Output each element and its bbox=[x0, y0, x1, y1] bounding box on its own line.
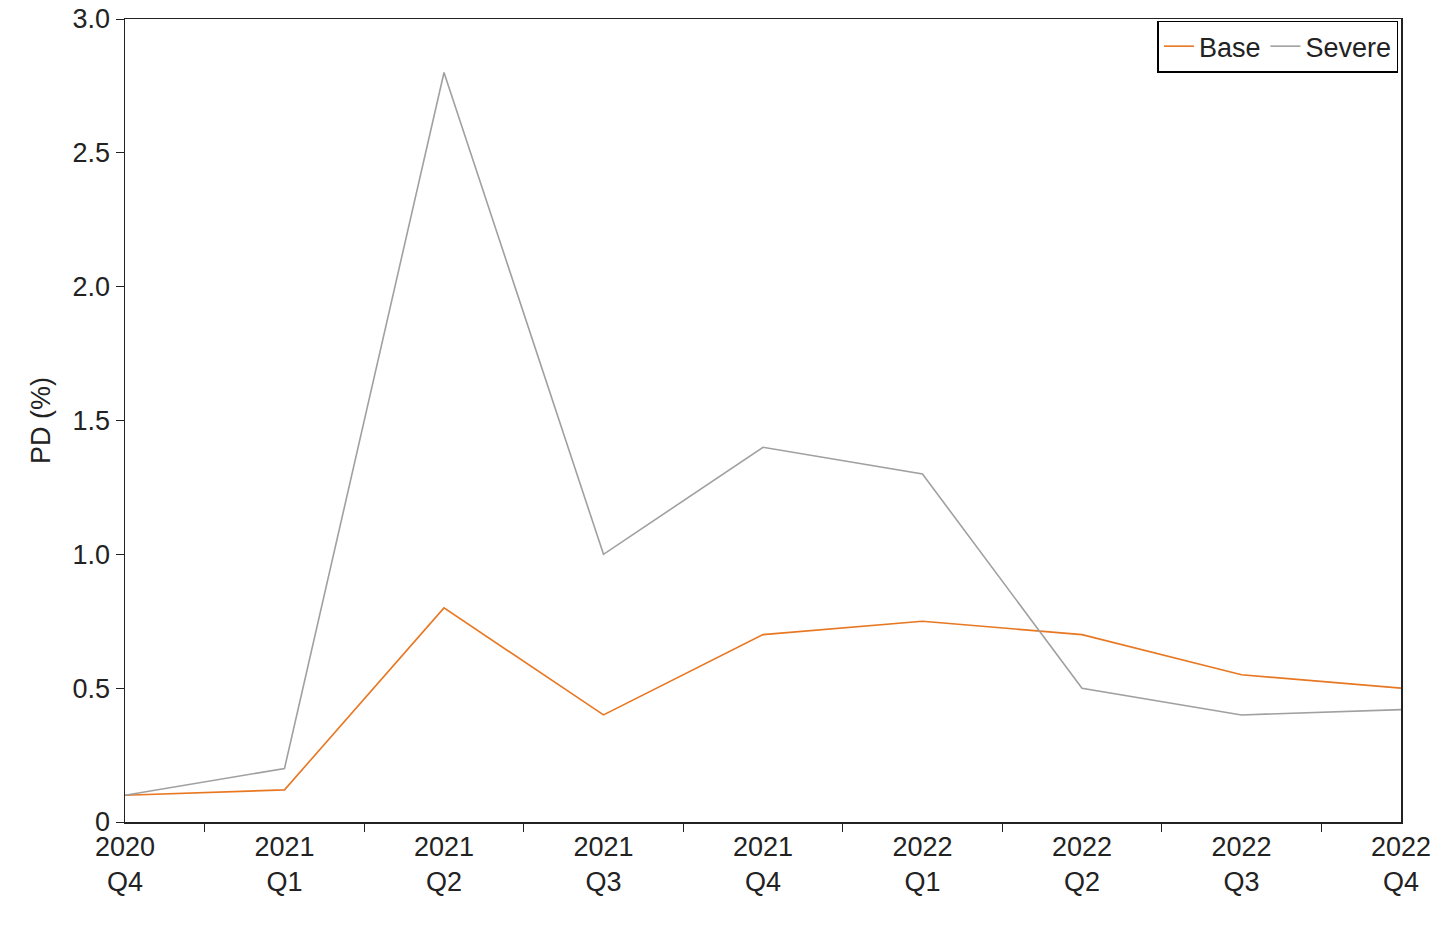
svg-text:0.5: 0.5 bbox=[73, 674, 111, 704]
svg-text:2022Q3: 2022Q3 bbox=[1211, 832, 1271, 897]
svg-text:2.0: 2.0 bbox=[73, 272, 111, 302]
svg-text:2021Q1: 2021Q1 bbox=[254, 832, 314, 897]
svg-text:3.0: 3.0 bbox=[73, 4, 111, 34]
svg-text:2022Q2: 2022Q2 bbox=[1052, 832, 1112, 897]
svg-text:2022Q1: 2022Q1 bbox=[892, 832, 952, 897]
svg-text:1.0: 1.0 bbox=[73, 540, 111, 570]
svg-text:2020Q4: 2020Q4 bbox=[95, 832, 155, 897]
svg-text:1.5: 1.5 bbox=[73, 406, 111, 436]
svg-text:Severe: Severe bbox=[1305, 33, 1391, 63]
svg-text:2021Q2: 2021Q2 bbox=[414, 832, 474, 897]
svg-text:2.5: 2.5 bbox=[73, 138, 111, 168]
svg-text:2021Q3: 2021Q3 bbox=[573, 832, 633, 897]
svg-text:2021Q4: 2021Q4 bbox=[733, 832, 793, 897]
svg-text:0: 0 bbox=[95, 807, 110, 837]
svg-text:2022Q4: 2022Q4 bbox=[1371, 832, 1431, 897]
svg-text:PD (%): PD (%) bbox=[26, 377, 56, 464]
svg-text:Base: Base bbox=[1199, 33, 1261, 63]
